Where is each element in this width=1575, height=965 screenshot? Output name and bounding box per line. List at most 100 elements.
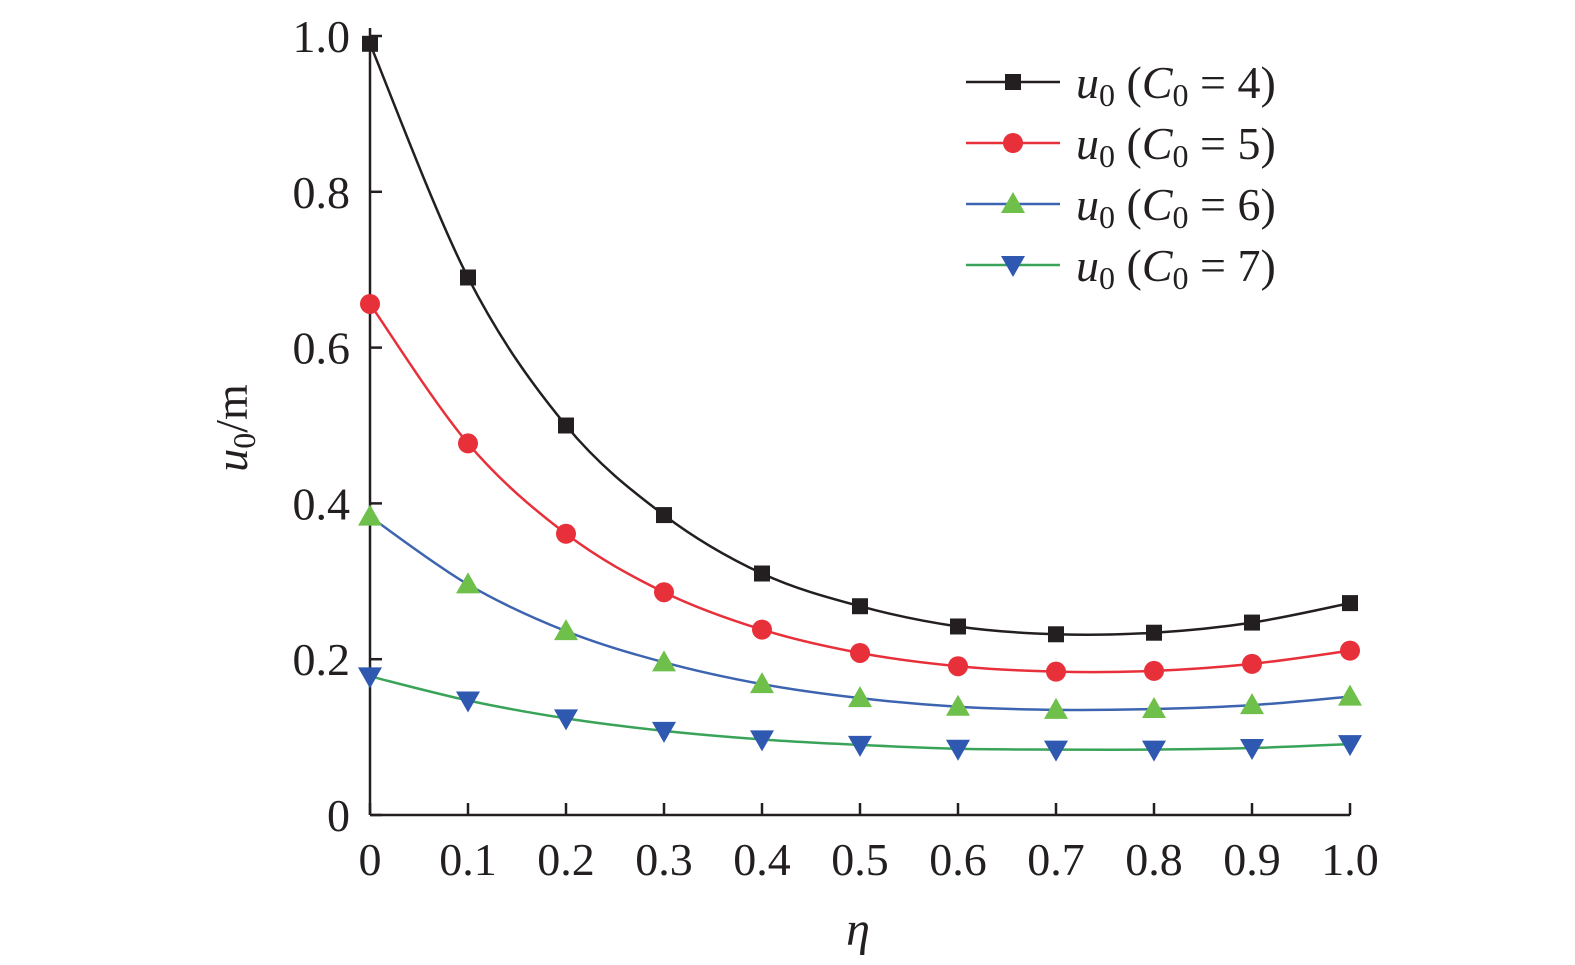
- data-point: [1142, 697, 1166, 719]
- y-axis-ticks: 0 0.2 0.4 0.6 0.8 1.0: [293, 11, 382, 841]
- legend-label-csub: 0: [1173, 260, 1189, 296]
- legend-label-sub: 0: [1099, 77, 1115, 113]
- series-4: [358, 667, 1362, 762]
- x-tick-label: 0.3: [635, 834, 693, 885]
- data-point: [948, 656, 968, 677]
- data-point: [554, 619, 578, 641]
- data-point: [456, 691, 480, 713]
- legend-label: u0 (C0 = 4): [1076, 57, 1276, 113]
- data-point: [1144, 660, 1164, 681]
- y-axis-label-var: u: [206, 449, 257, 472]
- data-point: [456, 572, 480, 594]
- legend-label-rest: = 4): [1189, 57, 1276, 108]
- data-point: [460, 269, 476, 286]
- data-point: [754, 565, 770, 582]
- data-point: [1240, 739, 1264, 761]
- data-point: [852, 598, 868, 615]
- legend-item-2: u0 (C0 = 5): [966, 118, 1276, 174]
- legend-label-var: u: [1076, 57, 1099, 108]
- legend-label-cvar: C: [1142, 118, 1174, 169]
- legend-label-cvar: C: [1142, 179, 1174, 230]
- data-point: [656, 507, 672, 524]
- data-point: [1242, 653, 1262, 674]
- data-point: [848, 735, 872, 757]
- x-axis-ticks: 0 0.1 0.2 0.3 0.4 0.5 0.6 0.7 0.8 0.9 1.0: [359, 803, 1379, 885]
- x-tick-label: 0.5: [831, 834, 889, 885]
- legend-label-open: (: [1115, 240, 1142, 291]
- x-tick-label: 0.9: [1223, 834, 1281, 885]
- x-tick-label: 0.4: [733, 834, 791, 885]
- legend-item-3: u0 (C0 = 6): [966, 179, 1276, 235]
- y-tick-label: 0: [327, 790, 350, 841]
- legend-item-4: u0 (C0 = 7): [966, 240, 1276, 296]
- data-point: [1244, 614, 1260, 631]
- x-tick-label: 0.7: [1027, 834, 1085, 885]
- data-point: [652, 721, 676, 743]
- x-axis-label: η: [846, 903, 870, 956]
- y-axis-label: u0/m: [206, 384, 262, 472]
- legend-label-cvar: C: [1142, 57, 1174, 108]
- data-point: [1048, 626, 1064, 643]
- y-tick-label: 0.2: [293, 634, 351, 685]
- y-tick-label: 0.8: [293, 167, 351, 218]
- y-axis-label-unit: /m: [206, 384, 257, 433]
- x-tick-label: 0.8: [1125, 834, 1183, 885]
- series-layer: [358, 35, 1362, 762]
- data-point: [850, 642, 870, 663]
- data-point: [950, 618, 966, 635]
- data-point: [558, 417, 574, 434]
- series-2: [360, 293, 1360, 682]
- legend-label-var: u: [1076, 179, 1099, 230]
- legend-label: u0 (C0 = 5): [1076, 118, 1276, 174]
- data-point: [1338, 684, 1362, 706]
- y-tick-label: 1.0: [293, 11, 351, 62]
- x-tick-label: 0.1: [439, 834, 497, 885]
- data-point: [1338, 735, 1362, 757]
- y-axis-label-sub: 0: [226, 433, 262, 449]
- legend-label-sub: 0: [1099, 138, 1115, 174]
- legend-marker: [1005, 74, 1021, 90]
- legend-label-sub: 0: [1099, 260, 1115, 296]
- legend-marker: [1003, 133, 1023, 153]
- legend-marker: [1001, 256, 1025, 277]
- x-tick-label: 0.6: [929, 834, 987, 885]
- data-point: [1044, 697, 1068, 719]
- legend-label-open: (: [1115, 179, 1142, 230]
- y-tick-label: 0.6: [293, 323, 351, 374]
- data-point: [556, 523, 576, 544]
- legend-item-1: u0 (C0 = 4): [966, 57, 1276, 113]
- legend-label-rest: = 5): [1189, 118, 1276, 169]
- data-point: [1240, 693, 1264, 715]
- data-point: [362, 35, 378, 52]
- legend-label-csub: 0: [1173, 138, 1189, 174]
- x-tick-label: 0.2: [537, 834, 595, 885]
- legend-label-csub: 0: [1173, 77, 1189, 113]
- series-line: [369, 515, 1351, 712]
- legend-label-rest: = 7): [1189, 240, 1276, 291]
- data-point: [750, 730, 774, 752]
- data-point: [752, 619, 772, 640]
- data-point: [358, 667, 382, 689]
- legend-label-cvar: C: [1142, 240, 1174, 291]
- data-point: [1044, 740, 1068, 762]
- legend-label-csub: 0: [1173, 199, 1189, 235]
- x-tick-label: 1.0: [1321, 834, 1379, 885]
- y-tick-label: 0.4: [293, 478, 351, 529]
- data-point: [458, 433, 478, 454]
- data-point: [358, 504, 382, 526]
- data-point: [652, 650, 676, 672]
- data-point: [654, 582, 674, 603]
- x-tick-label: 0: [359, 834, 382, 885]
- legend-label: u0 (C0 = 7): [1076, 240, 1276, 296]
- legend-label-rest: = 6): [1189, 179, 1276, 230]
- data-point: [848, 686, 872, 708]
- data-point: [1342, 595, 1358, 612]
- series-line: [368, 303, 1351, 674]
- data-point: [1046, 661, 1066, 682]
- data-point: [1340, 640, 1360, 661]
- data-point: [360, 293, 380, 314]
- legend-label-var: u: [1076, 118, 1099, 169]
- legend-label-var: u: [1076, 240, 1099, 291]
- legend-marker: [1001, 192, 1025, 213]
